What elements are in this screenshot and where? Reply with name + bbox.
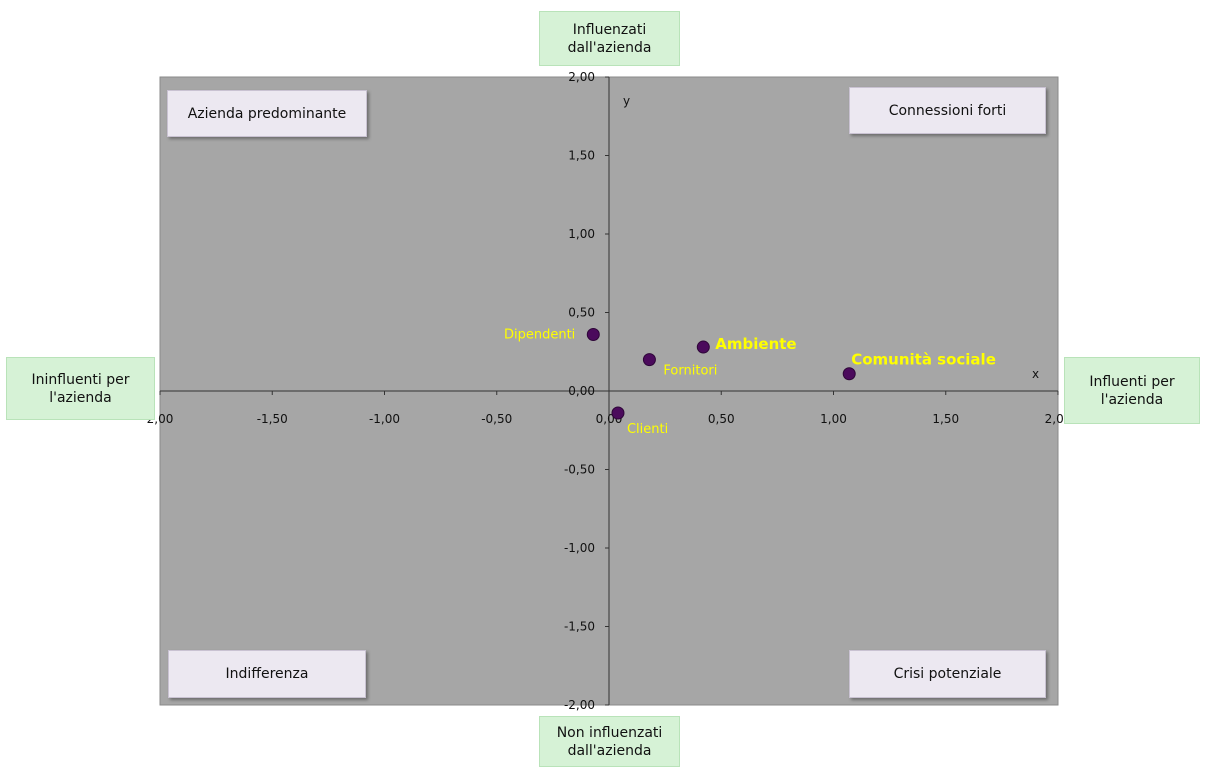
data-label: Dipendenti: [504, 327, 575, 342]
data-point: [842, 367, 856, 381]
top-axis-label-line-2: dall'azienda: [567, 39, 652, 56]
x-axis-title: x: [1032, 367, 1039, 381]
y-tick-label: 0,50: [568, 306, 595, 320]
data-point: [642, 353, 656, 367]
x-tick-label: 0,50: [708, 412, 735, 426]
x-tick-label: -0,50: [481, 412, 512, 426]
x-tick-label: 1,50: [932, 412, 959, 426]
quadrant-bottom-left-box: Indifferenza: [168, 650, 366, 698]
y-tick-label: -0,50: [564, 463, 595, 477]
top-axis-label-line-1: Influenzati: [572, 21, 647, 38]
data-label: Fornitori: [663, 364, 717, 379]
y-tick-label: 0,00: [568, 384, 595, 398]
data-point: [586, 327, 600, 341]
bottom-axis-label: Non influenzati dall'azienda: [539, 716, 680, 767]
data-label: Comunità sociale: [851, 351, 996, 369]
y-axis-title: y: [623, 94, 630, 108]
quadrant-top-left-box: Azienda predominante: [167, 90, 367, 137]
y-tick-label: 2,00: [568, 70, 595, 84]
bottom-axis-label-line-2: dall'azienda: [567, 742, 652, 759]
left-axis-label-line-1: Ininfluenti per: [31, 371, 130, 388]
left-axis-label-line-2: l'azienda: [49, 389, 112, 406]
data-point: [611, 406, 625, 420]
y-tick-label: 1,00: [568, 227, 595, 241]
y-tick-label: -2,00: [564, 698, 595, 712]
right-axis-label-line-1: Influenti per: [1089, 373, 1175, 390]
x-tick-label: -1,00: [369, 412, 400, 426]
data-label: Clienti: [627, 422, 668, 437]
y-tick-label: 1,50: [568, 149, 595, 163]
quadrant-top-right-box: Connessioni forti: [849, 87, 1046, 134]
x-tick-label: 1,00: [820, 412, 847, 426]
top-axis-label: Influenzati dall'azienda: [539, 11, 680, 66]
y-tick-label: -1,00: [564, 541, 595, 555]
x-tick-label: -1,50: [257, 412, 288, 426]
data-label: Ambiente: [715, 335, 796, 353]
quadrant-bottom-right-box: Crisi potenziale: [849, 650, 1046, 698]
right-axis-label-line-2: l'azienda: [1100, 391, 1164, 408]
data-point: [696, 340, 710, 354]
bottom-axis-label-line-1: Non influenzati: [556, 724, 663, 741]
y-tick-label: -1,50: [564, 620, 595, 634]
left-axis-label: Ininfluenti per l'azienda: [6, 357, 155, 420]
right-axis-label: Influenti per l'azienda: [1064, 357, 1200, 424]
